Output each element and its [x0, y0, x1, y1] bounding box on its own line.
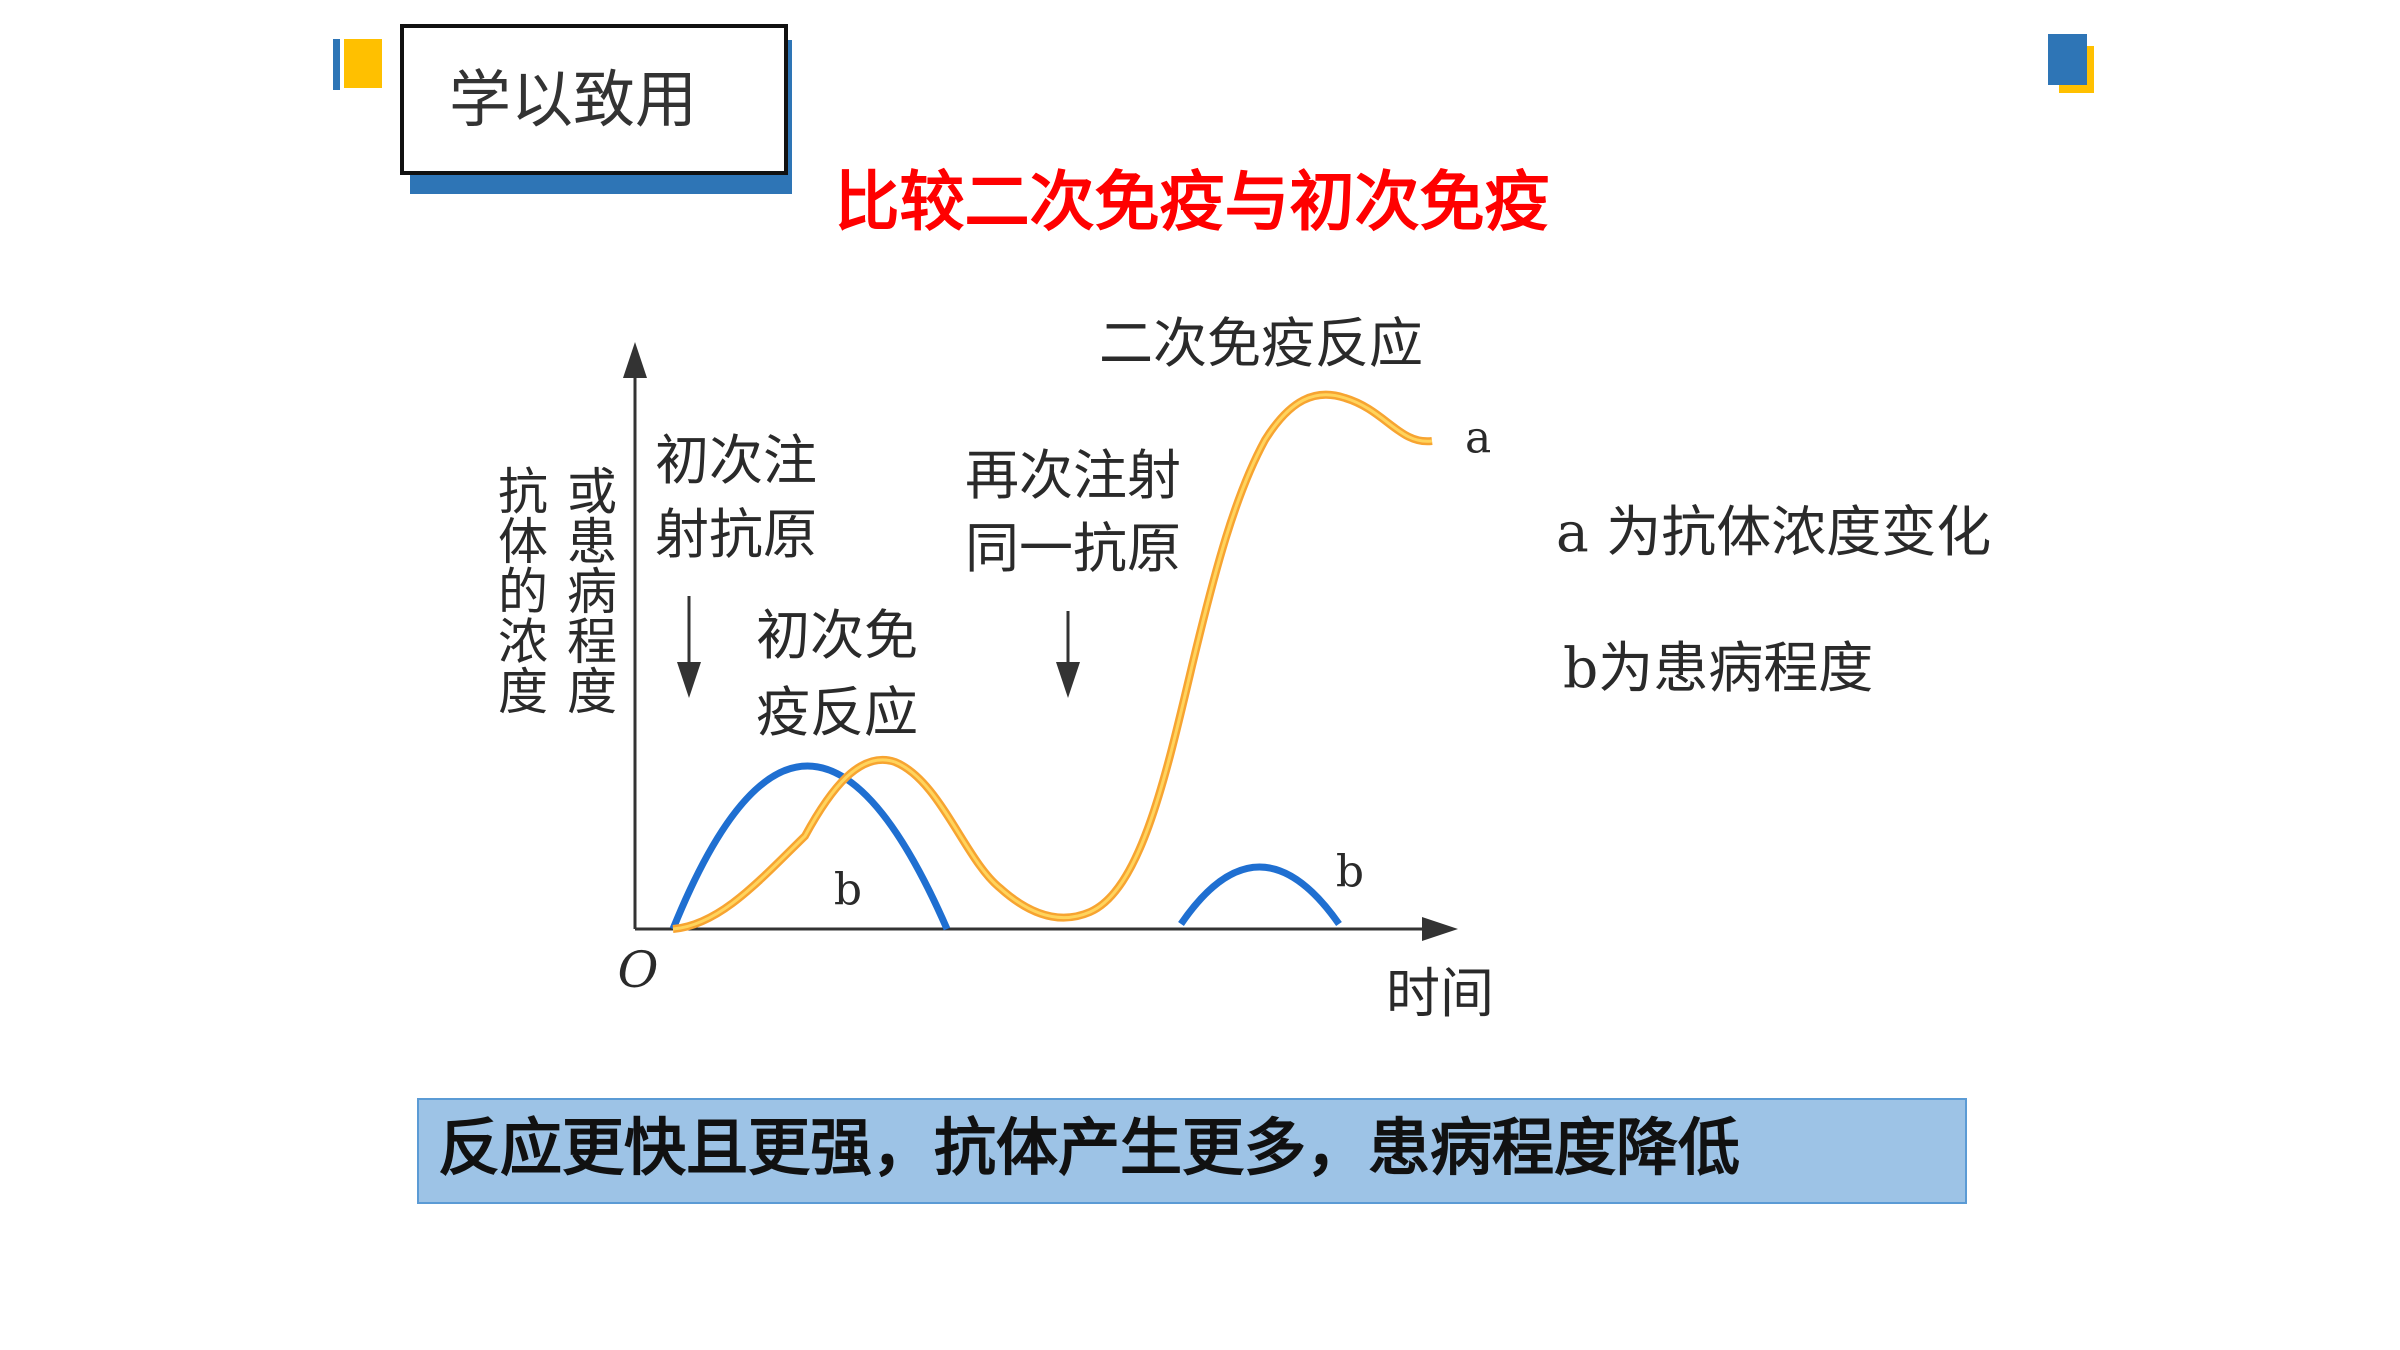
annotation: 二次免疫反应 — [1099, 312, 1423, 375]
curve-label: b — [834, 865, 862, 916]
curve-b — [1178, 863, 1342, 927]
curve-label: a — [1465, 413, 1491, 464]
annotation: 同一抗原 — [965, 517, 1181, 580]
legend-entry: a 为抗体浓度变化 — [1556, 500, 1991, 564]
figure: 抗体的浓度 或患病程度 O 时间 初次注 射抗原 初次免 疫反应 再次注射 同一… — [490, 312, 1991, 1025]
annotation: 初次注 — [655, 429, 817, 492]
annotation: 射抗原 — [655, 503, 817, 566]
curve-a-highlight — [672, 393, 1433, 931]
annotation: 疫反应 — [756, 681, 918, 744]
curve-label: b — [1336, 847, 1364, 898]
curve-b — [669, 762, 951, 931]
y-axis-label: 或患病程度 — [559, 465, 617, 715]
y-axis-label: 抗体的浓度 — [490, 465, 548, 715]
title: 学以致用 — [449, 63, 697, 136]
deco-bar — [333, 39, 340, 90]
title-box — [400, 24, 788, 175]
annotation: 再次注射 — [965, 444, 1181, 507]
deco-square — [344, 39, 382, 88]
annotation: 初次免 — [756, 604, 918, 667]
x-axis-label: 时间 — [1386, 962, 1494, 1025]
summary: 反应更快且更强，抗体产生更多，患病程度降低 — [438, 1111, 1740, 1184]
summary-box — [417, 1098, 1967, 1204]
origin-label: O — [618, 941, 659, 999]
deco-square — [2048, 34, 2087, 85]
legend-entry: b为患病程度 — [1563, 636, 1873, 700]
heading: 比较二次免疫与初次免疫 — [834, 165, 1549, 240]
